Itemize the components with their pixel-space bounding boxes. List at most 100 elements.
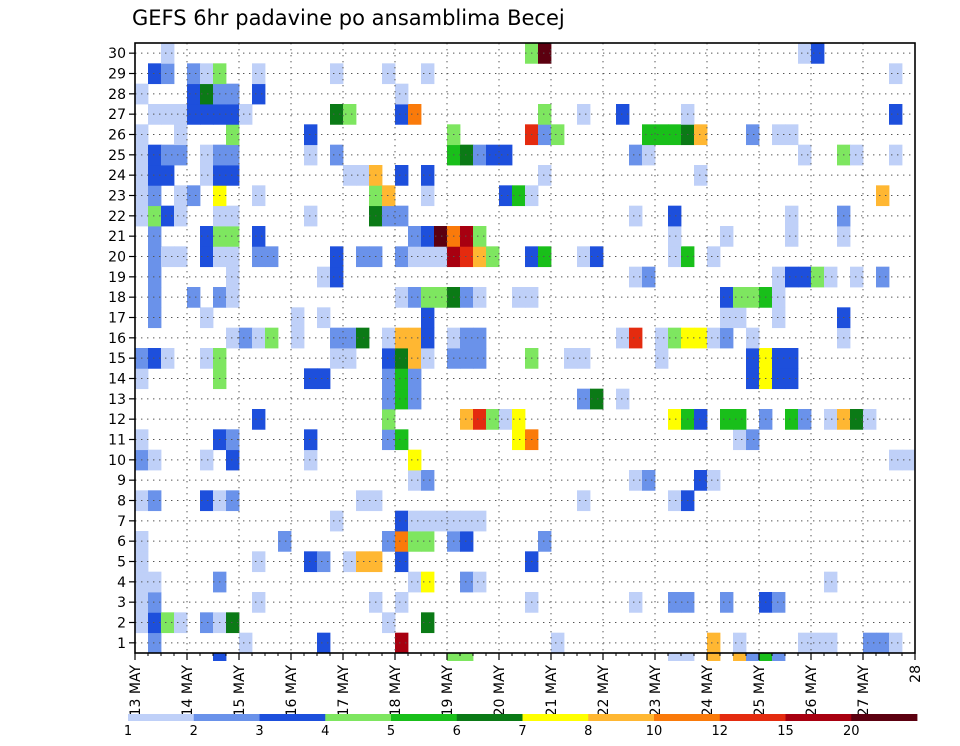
cell (252, 185, 266, 207)
y-axis: 1234567891011121314151617181920212223242… (108, 46, 135, 652)
cell (733, 632, 747, 654)
cell (772, 266, 786, 288)
cell (226, 327, 240, 349)
cell (460, 510, 474, 532)
y-tick-label: 23 (108, 189, 126, 205)
cell (304, 124, 318, 146)
cell (655, 348, 669, 369)
y-tick-label: 13 (108, 392, 126, 408)
cell (161, 348, 175, 369)
cell (889, 632, 903, 654)
cell (473, 287, 487, 308)
cell (408, 287, 422, 308)
cell (889, 144, 903, 166)
y-tick-label: 20 (108, 250, 126, 266)
cell (460, 144, 474, 166)
cell (148, 185, 162, 207)
cell (239, 327, 253, 349)
cell (382, 368, 396, 390)
cell (200, 612, 214, 634)
cell (720, 592, 734, 613)
cell (382, 429, 396, 451)
cell (824, 409, 838, 430)
colorbar-swatch (719, 714, 786, 721)
cell (447, 653, 461, 661)
cell (174, 612, 188, 634)
cell (317, 368, 331, 390)
cell (148, 490, 162, 512)
cell (330, 348, 344, 369)
cell (174, 246, 188, 268)
cell (148, 449, 162, 471)
x-tick-label: 19 MAY (440, 665, 456, 717)
cell (629, 205, 643, 227)
colorbar-label: 7 (518, 724, 526, 739)
cell (538, 43, 552, 64)
colorbar-swatch (456, 714, 523, 721)
cell (668, 490, 682, 512)
cell (798, 409, 812, 430)
cell (421, 226, 435, 247)
cell (551, 632, 565, 654)
cell (668, 409, 682, 430)
y-tick-label: 10 (108, 453, 126, 469)
y-tick-label: 26 (108, 128, 126, 144)
cell (642, 266, 656, 288)
cell (278, 531, 292, 552)
cell (421, 287, 435, 308)
cell (681, 653, 695, 661)
cell (148, 571, 162, 593)
cell (707, 632, 721, 654)
cell (746, 327, 760, 349)
cell (343, 165, 357, 186)
cell (473, 226, 487, 247)
cell (408, 368, 422, 390)
cell (512, 287, 526, 308)
cell (668, 653, 682, 661)
y-tick-label: 18 (108, 290, 126, 306)
cell (863, 409, 877, 430)
cell (720, 307, 734, 329)
cell (408, 510, 422, 532)
cell (382, 185, 396, 207)
cell (226, 124, 240, 146)
cell (785, 266, 799, 288)
cell (200, 144, 214, 166)
cell (629, 266, 643, 288)
cell (226, 165, 240, 186)
y-tick-label: 12 (108, 412, 126, 428)
colorbar-swatch (654, 714, 721, 721)
cell (174, 124, 188, 146)
colorbar-label: 5 (387, 724, 395, 739)
cell (811, 43, 825, 64)
cell (252, 83, 266, 105)
cell (200, 490, 214, 512)
cell (733, 287, 747, 308)
cell (343, 551, 357, 573)
y-tick-label: 19 (108, 270, 126, 286)
cell (460, 409, 474, 430)
cell (460, 327, 474, 349)
cell (200, 104, 214, 125)
cell (473, 348, 487, 369)
cell (395, 246, 409, 268)
cell (876, 266, 890, 288)
cell (616, 104, 630, 125)
cell (668, 205, 682, 227)
y-tick-label: 1 (117, 636, 126, 652)
cell (577, 388, 591, 410)
cell (226, 226, 240, 247)
cell (395, 510, 409, 532)
cell (252, 409, 266, 430)
cell (161, 246, 175, 268)
cell (720, 327, 734, 349)
cell (395, 429, 409, 451)
cell (200, 226, 214, 247)
cell (577, 246, 591, 268)
cell (512, 409, 526, 430)
cells-layer (135, 43, 916, 661)
cell (408, 246, 422, 268)
cell (148, 348, 162, 369)
colorbar-swatch (785, 714, 852, 721)
cell (161, 63, 175, 85)
